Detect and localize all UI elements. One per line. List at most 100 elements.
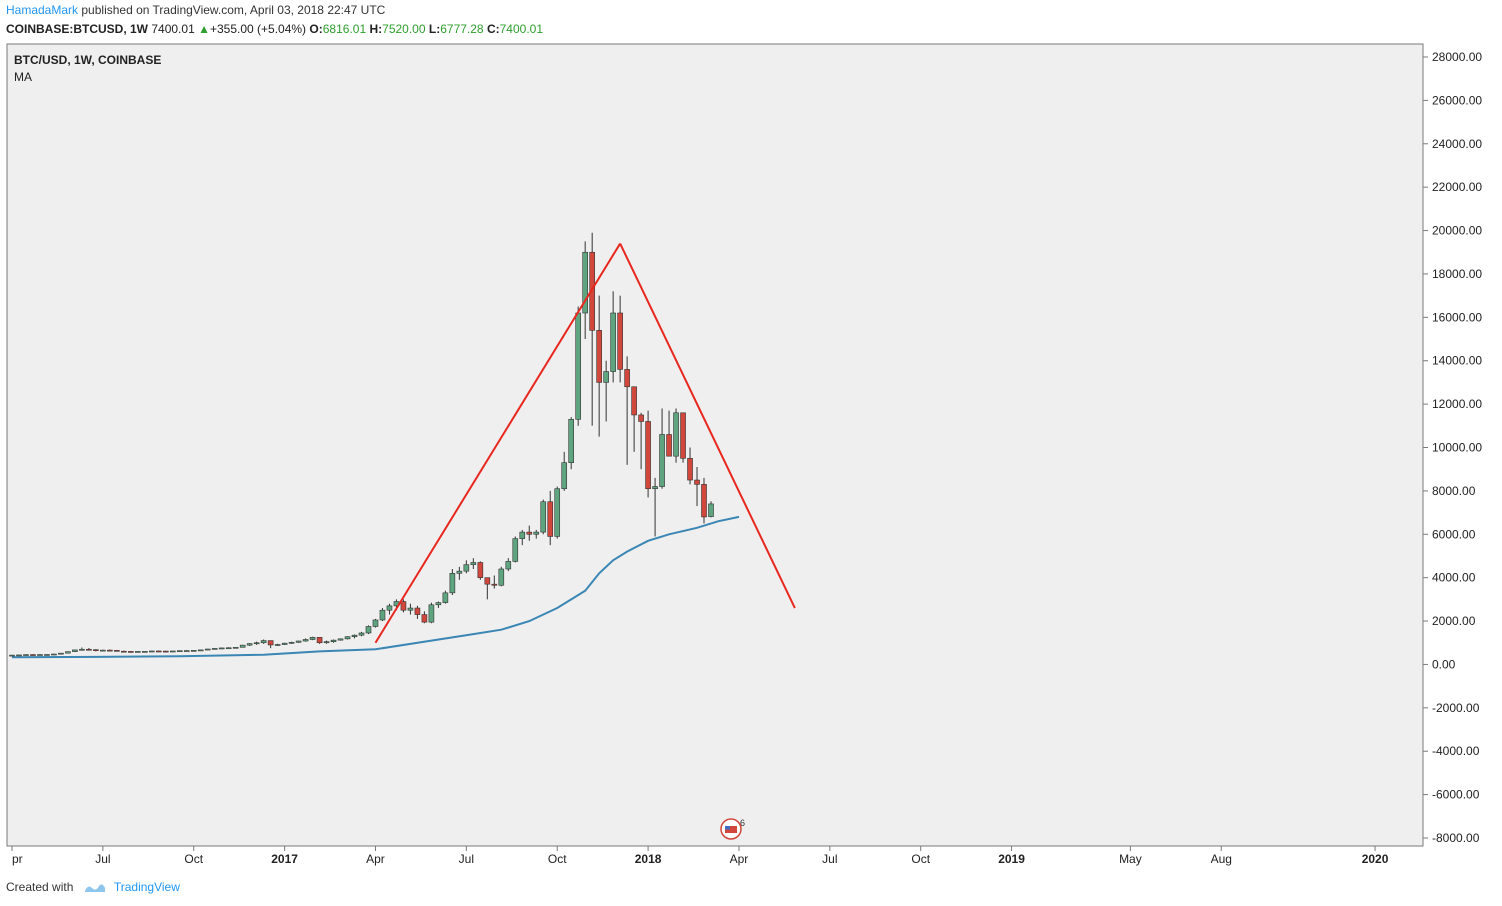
footer: Created with TradingView [6,880,180,894]
candle [183,650,190,652]
candle-body [51,653,57,656]
legend-indicator[interactable]: MA [14,70,32,84]
change-arrow-icon: ▲ [198,22,210,36]
candle [288,641,295,644]
candle-body [302,639,309,642]
candle-body [253,642,260,645]
candle-body [631,386,637,416]
candle-body [274,644,281,646]
created-with-text: Created with [6,880,74,894]
x-tick-label: Oct [548,852,567,866]
trend-line[interactable] [374,243,621,644]
y-tick-label: 8000.00 [1432,484,1476,498]
candle-body [44,654,50,656]
candle-body [114,650,120,652]
y-tick-label: 10000.00 [1432,441,1482,455]
candle-body [463,564,470,572]
candle [155,650,162,653]
candle-body [491,583,498,586]
candle-body [505,561,512,570]
legend-symbol[interactable]: BTC/USD, 1W, COINBASE [14,53,162,67]
candle [218,647,225,650]
candle [582,241,588,340]
quote-symbol: COINBASE:BTCUSD, 1W [6,22,149,36]
candle [100,649,106,652]
candle-body [673,412,679,457]
x-tick-label: 2019 [998,852,1025,866]
candle [176,650,183,652]
x-tick-label: Oct [184,852,203,866]
candle-body [344,636,351,640]
tradingview-logo-icon [84,884,105,892]
y-tick-label: -8000.00 [1432,831,1480,845]
candle-body [694,479,700,485]
candle [491,575,498,589]
candle [379,608,386,622]
candle [344,636,351,640]
candle-body [267,640,274,646]
candle [142,650,148,653]
x-tick-label: Jul [95,852,110,866]
candle-body [547,501,554,537]
candle [323,640,330,644]
tradingview-brand-link[interactable]: TradingView [113,880,180,894]
candle-body [652,486,658,490]
candle-body [680,412,686,459]
candle-body [316,637,323,644]
candle [37,654,43,656]
candle-body [386,605,393,611]
x-axis: pr Jul Oct 2017 Apr Jul Oct 2018 Apr Jul Oct 2019 Ma… [11,846,1389,866]
candle-body [456,570,463,574]
y-tick-label: -6000.00 [1432,788,1480,802]
plot-area[interactable] [6,43,1424,847]
y-tick-label: 18000.00 [1432,267,1482,281]
y-tick-label: 24000.00 [1432,137,1482,151]
candle-body [407,607,414,611]
candle [295,640,302,643]
candle [23,654,29,656]
candle-body [603,371,609,383]
candle-body [93,649,99,651]
candle-body [323,641,330,644]
candle [652,477,658,537]
candle [568,417,575,470]
candle-body [135,651,141,653]
candle-body [190,650,197,652]
candle-body [239,644,246,648]
candle-body [666,434,672,457]
candle-body [155,650,162,653]
trend-line[interactable] [619,243,796,609]
candle-body [645,421,651,490]
candle [694,467,700,507]
candle-body [379,609,386,621]
quote-line: COINBASE:BTCUSD, 1W 7400.01 ▲+355.00 (+5… [6,22,543,36]
candle-body [610,312,616,372]
candle-body [309,637,316,640]
candle-body [470,562,477,565]
x-tick-label: 2018 [635,852,662,866]
candle-body [65,651,71,654]
author-link[interactable]: HamadaMark [6,3,79,17]
moving-average-layer [11,515,740,659]
candle [645,410,651,498]
event-flag-icon[interactable]: 6 [720,818,745,840]
quote-change: +355.00 (+5.04%) [209,22,307,36]
candle-body [211,648,218,650]
candle-body [638,414,644,422]
published-text: published on TradingView.com, April 03, … [81,3,386,17]
candle [519,529,526,546]
candle [337,638,344,641]
trendlines-layer[interactable] [374,243,796,644]
candle-body [128,651,134,653]
candle [190,650,197,652]
candle [128,650,134,653]
y-tick-label: 4000.00 [1432,571,1476,585]
high-value: 7520.00 [382,22,426,36]
x-tick-label: May [1119,852,1142,866]
candle [267,640,274,649]
candle [575,306,581,426]
candle-body [142,651,148,653]
candle [16,654,22,657]
candle [708,501,714,518]
